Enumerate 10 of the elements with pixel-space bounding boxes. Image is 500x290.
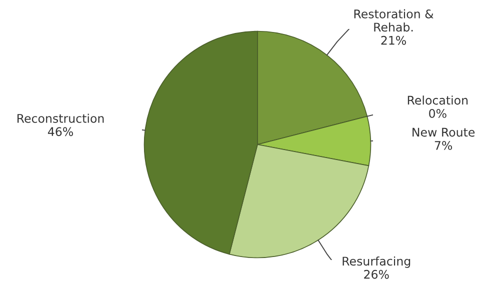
slice-label: Restoration & Rehab. [354, 9, 434, 32]
slice-label: Reconstruction [17, 114, 104, 123]
data-label: 7% [434, 140, 452, 150]
data-label: 26% [364, 270, 389, 279]
data-label: 21% [381, 36, 406, 45]
slice-label: New Route [412, 128, 475, 137]
text: 0% [429, 108, 446, 118]
data-label: 46% [48, 127, 73, 136]
slice-label: Resurfacing [342, 256, 410, 268]
category-label: Relocation [408, 96, 468, 105]
